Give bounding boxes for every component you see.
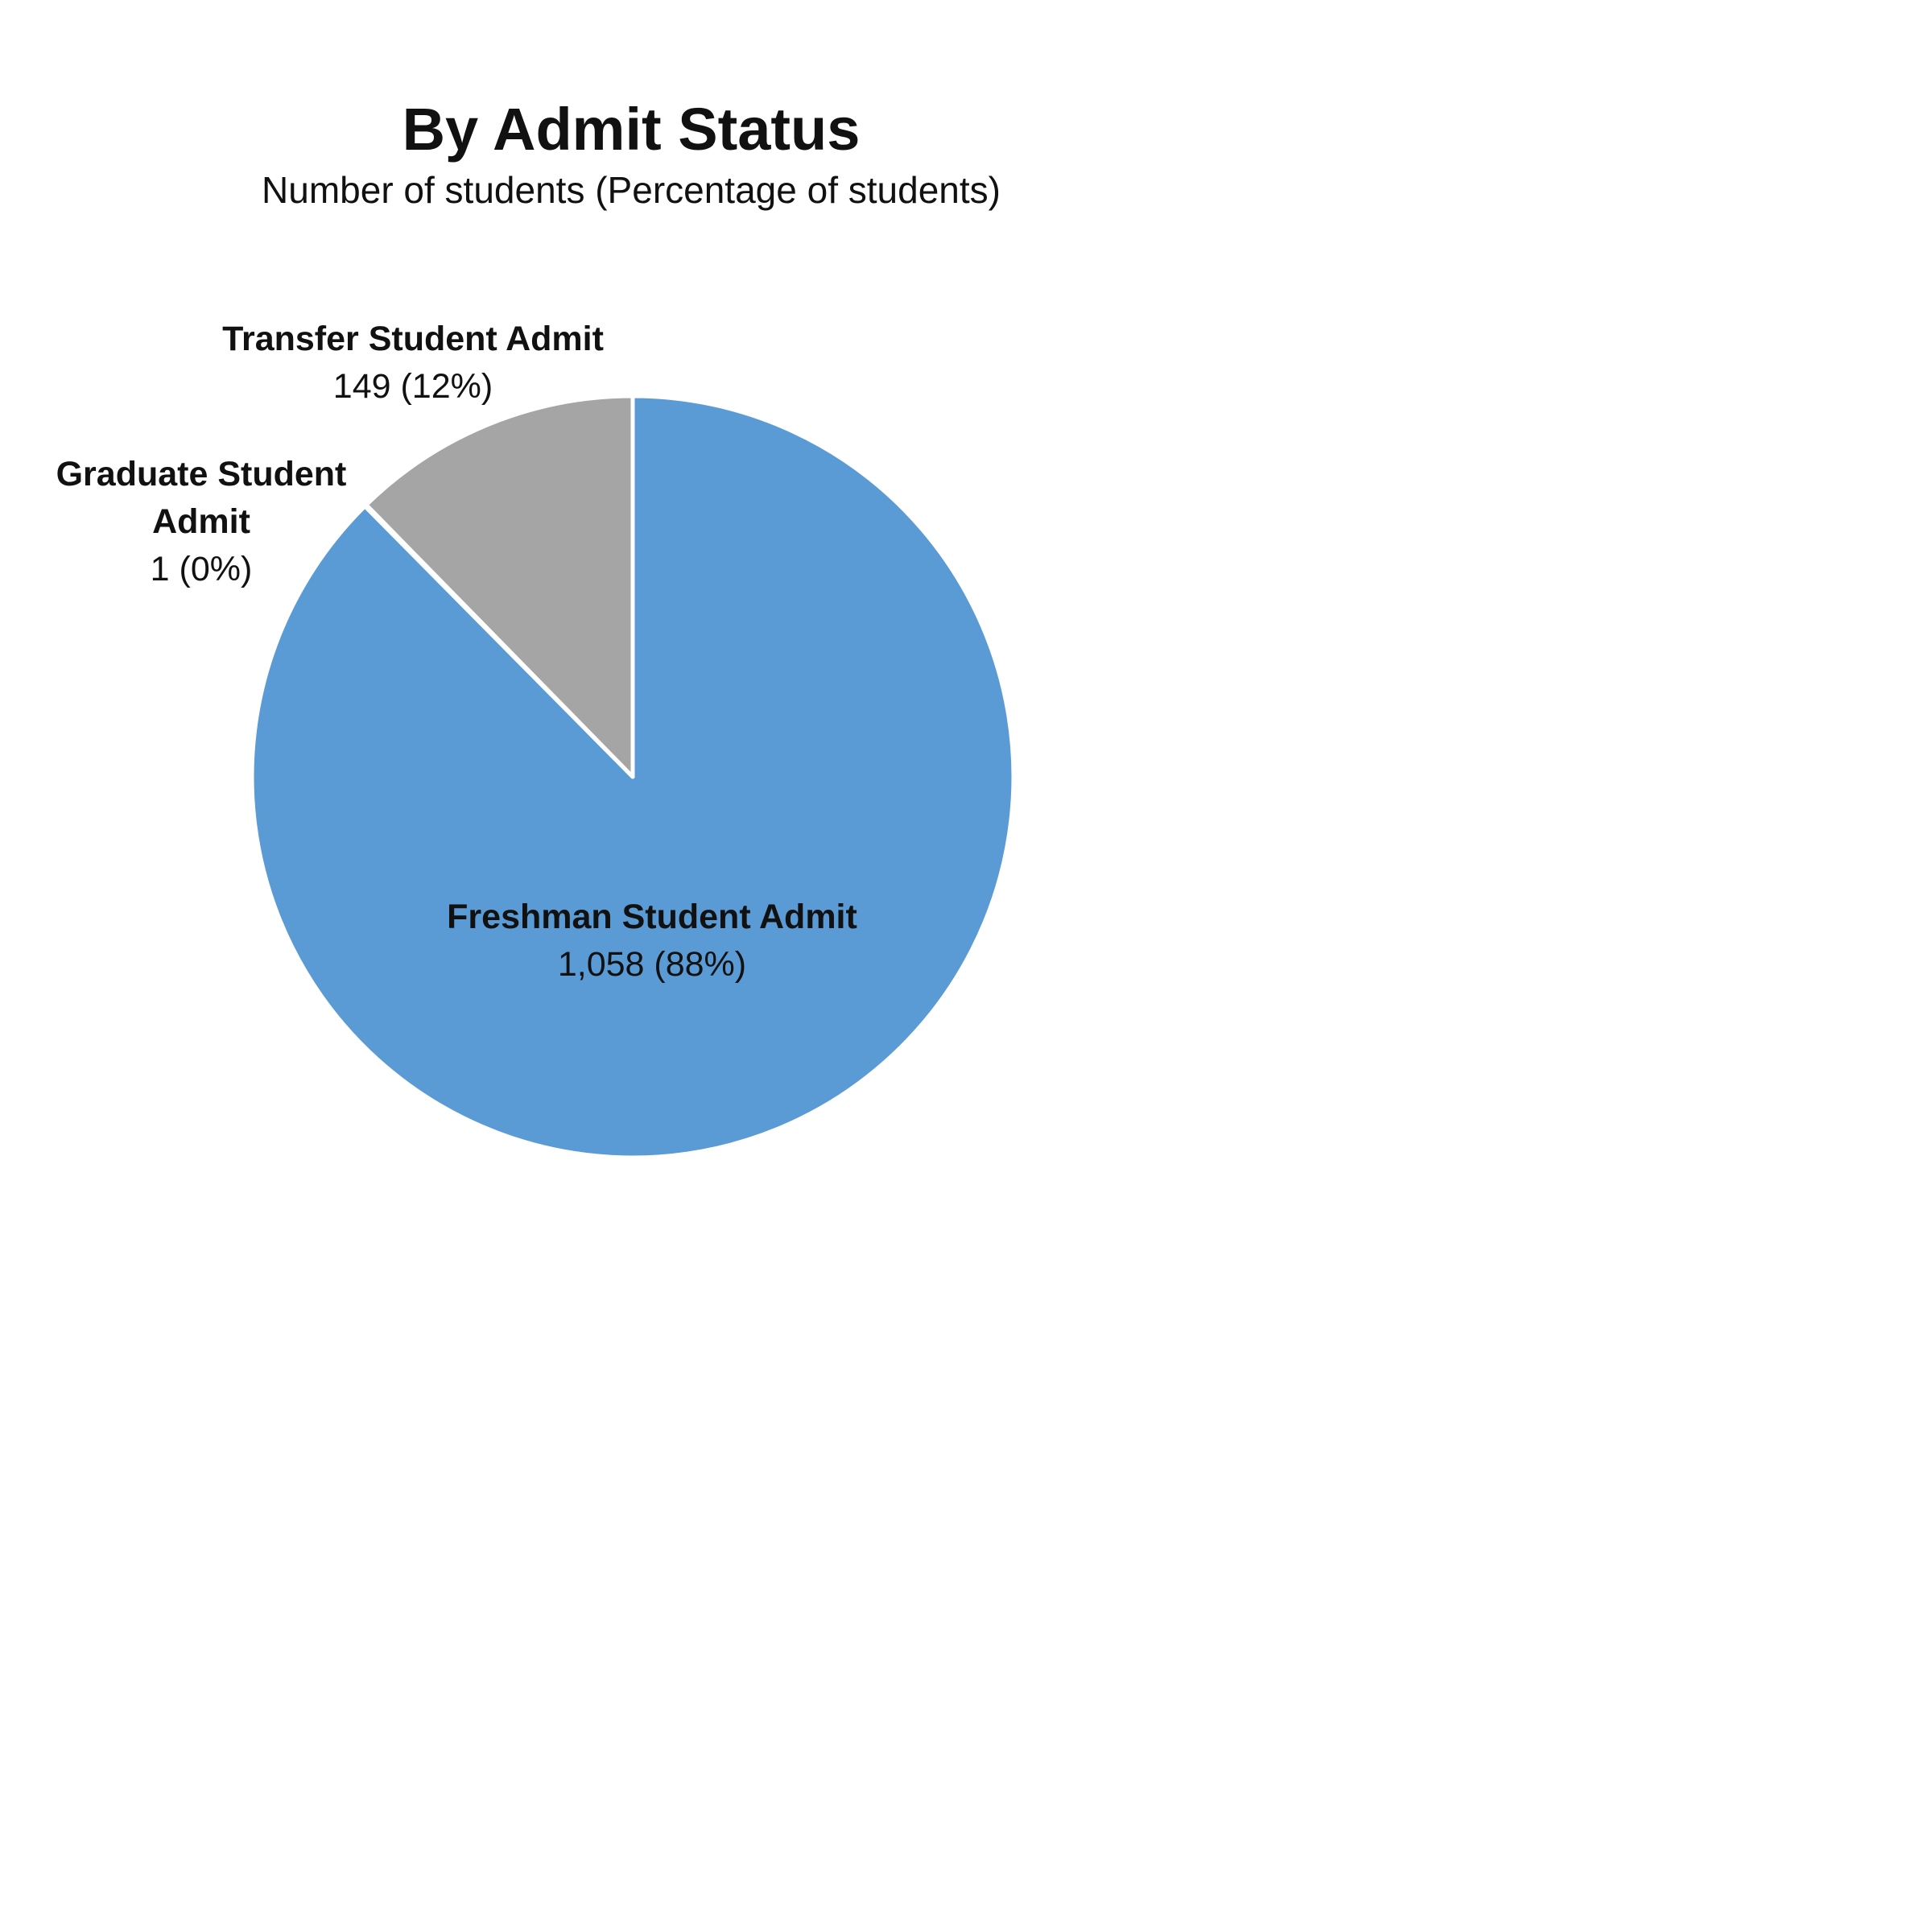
chart-subtitle: Number of students (Percentage of studen… bbox=[262, 169, 1001, 211]
pie-chart: By Admit Status Number of students (Perc… bbox=[56, 96, 1016, 1160]
freshman-name-label: Freshman Student Admit bbox=[447, 898, 857, 936]
graduate-name-label-line2: Admit bbox=[152, 502, 250, 541]
graduate-value-label: 1 (0%) bbox=[151, 550, 253, 588]
transfer-label: Transfer Student Admit 149 (12%) bbox=[222, 320, 604, 406]
graduate-label: Graduate Student Admit 1 (0%) bbox=[56, 455, 347, 588]
freshman-value-label: 1,058 (88%) bbox=[558, 945, 746, 984]
pie-slices bbox=[250, 394, 1016, 1160]
chart-title: By Admit Status bbox=[402, 96, 861, 163]
transfer-value-label: 149 (12%) bbox=[333, 367, 493, 406]
graduate-name-label-line1: Graduate Student bbox=[56, 455, 347, 493]
freshman-label: Freshman Student Admit 1,058 (88%) bbox=[447, 898, 857, 984]
pie-slice-transfer bbox=[364, 394, 635, 779]
transfer-name-label: Transfer Student Admit bbox=[222, 320, 604, 358]
